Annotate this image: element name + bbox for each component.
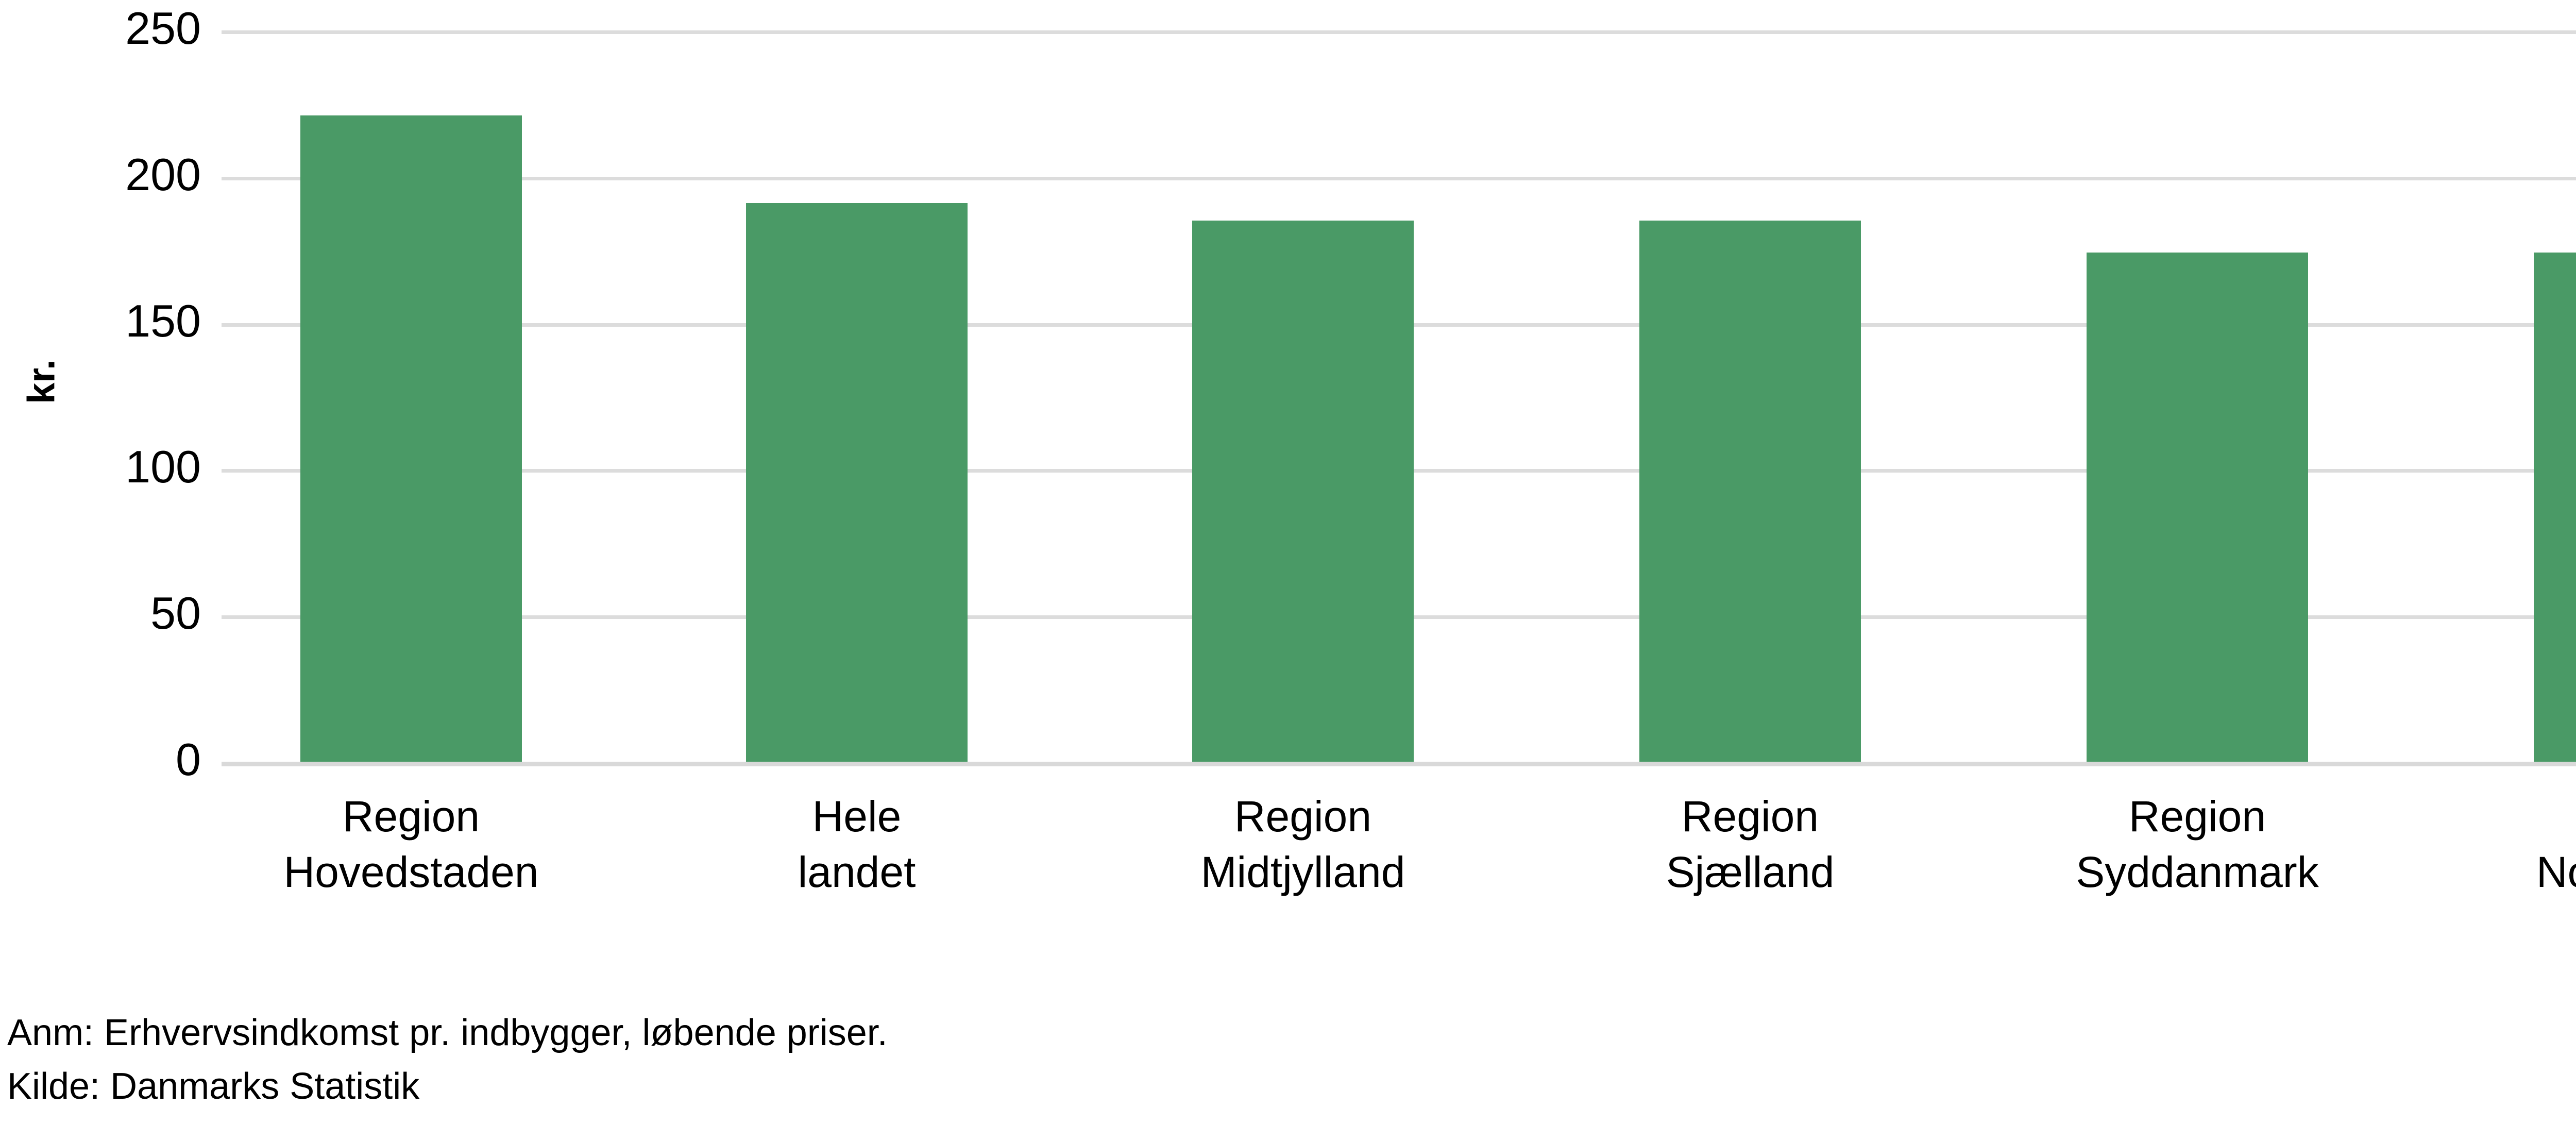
bar [1192,220,1414,762]
x-axis-tick-label: Region Sjælland [1493,789,2008,900]
footnotes: Anm: Erhvervsindkomst pr. indbygger, løb… [7,1006,1553,1113]
y-axis-tick-label: 150 [125,295,201,346]
x-axis-tick-label: Region Hovedstaden [154,789,669,900]
plot-area [222,10,2576,783]
y-axis-tick-label: 100 [125,441,201,493]
x-axis-tick-label-line: Syddanmark [2076,848,2319,896]
gridline [222,176,2576,180]
x-axis-tick-label-line: landet [798,848,916,896]
x-axis-tick-label-line: Region [342,792,480,841]
x-axis-tick-label: Hele landet [599,789,1114,900]
y-axis-tick-label: 0 [176,734,201,785]
axis-baseline [222,762,2576,766]
x-axis-tick-label-line: Region [1681,792,1819,841]
x-axis-tick-label-line: Midtjylland [1200,848,1405,896]
x-axis-tick-labels: Region Hovedstaden Hele landet Region Midtjyl… [222,789,2576,938]
x-axis-tick-label: Region Midtjylland [1045,789,1561,900]
x-axis-tick-label-line: Sjælland [1666,848,1835,896]
y-axis-tick-label: 250 [125,3,201,54]
bar [2087,253,2308,762]
bar [300,115,522,762]
x-axis-tick-label-line: Region [2128,792,2266,841]
footnote-source: Kilde: Danmarks Statistik [7,1066,420,1107]
bar [2534,253,2576,762]
y-axis-tick-labels: 250 200 150 100 50 0 [31,0,201,804]
gridline [222,30,2576,34]
bar [1639,220,1861,762]
x-axis-tick-label-line: Region [1234,792,1372,841]
x-axis-tick-label: Region Syddanmark [1940,789,2455,900]
x-axis-tick-label-line: Hovedstaden [283,848,539,896]
x-axis-tick-label-line: Hele [812,792,902,841]
y-axis-tick-label: 50 [150,588,201,639]
x-axis-tick-label: RegionNordjylland [2387,789,2576,900]
footnote-note: Anm: Erhvervsindkomst pr. indbygger, løb… [7,1012,888,1053]
bar [746,203,968,762]
x-axis-tick-label-line: Region [2387,789,2576,844]
y-axis-tick-label: 200 [125,148,201,200]
x-axis-tick-label-line: Nordjylland [2536,848,2576,896]
